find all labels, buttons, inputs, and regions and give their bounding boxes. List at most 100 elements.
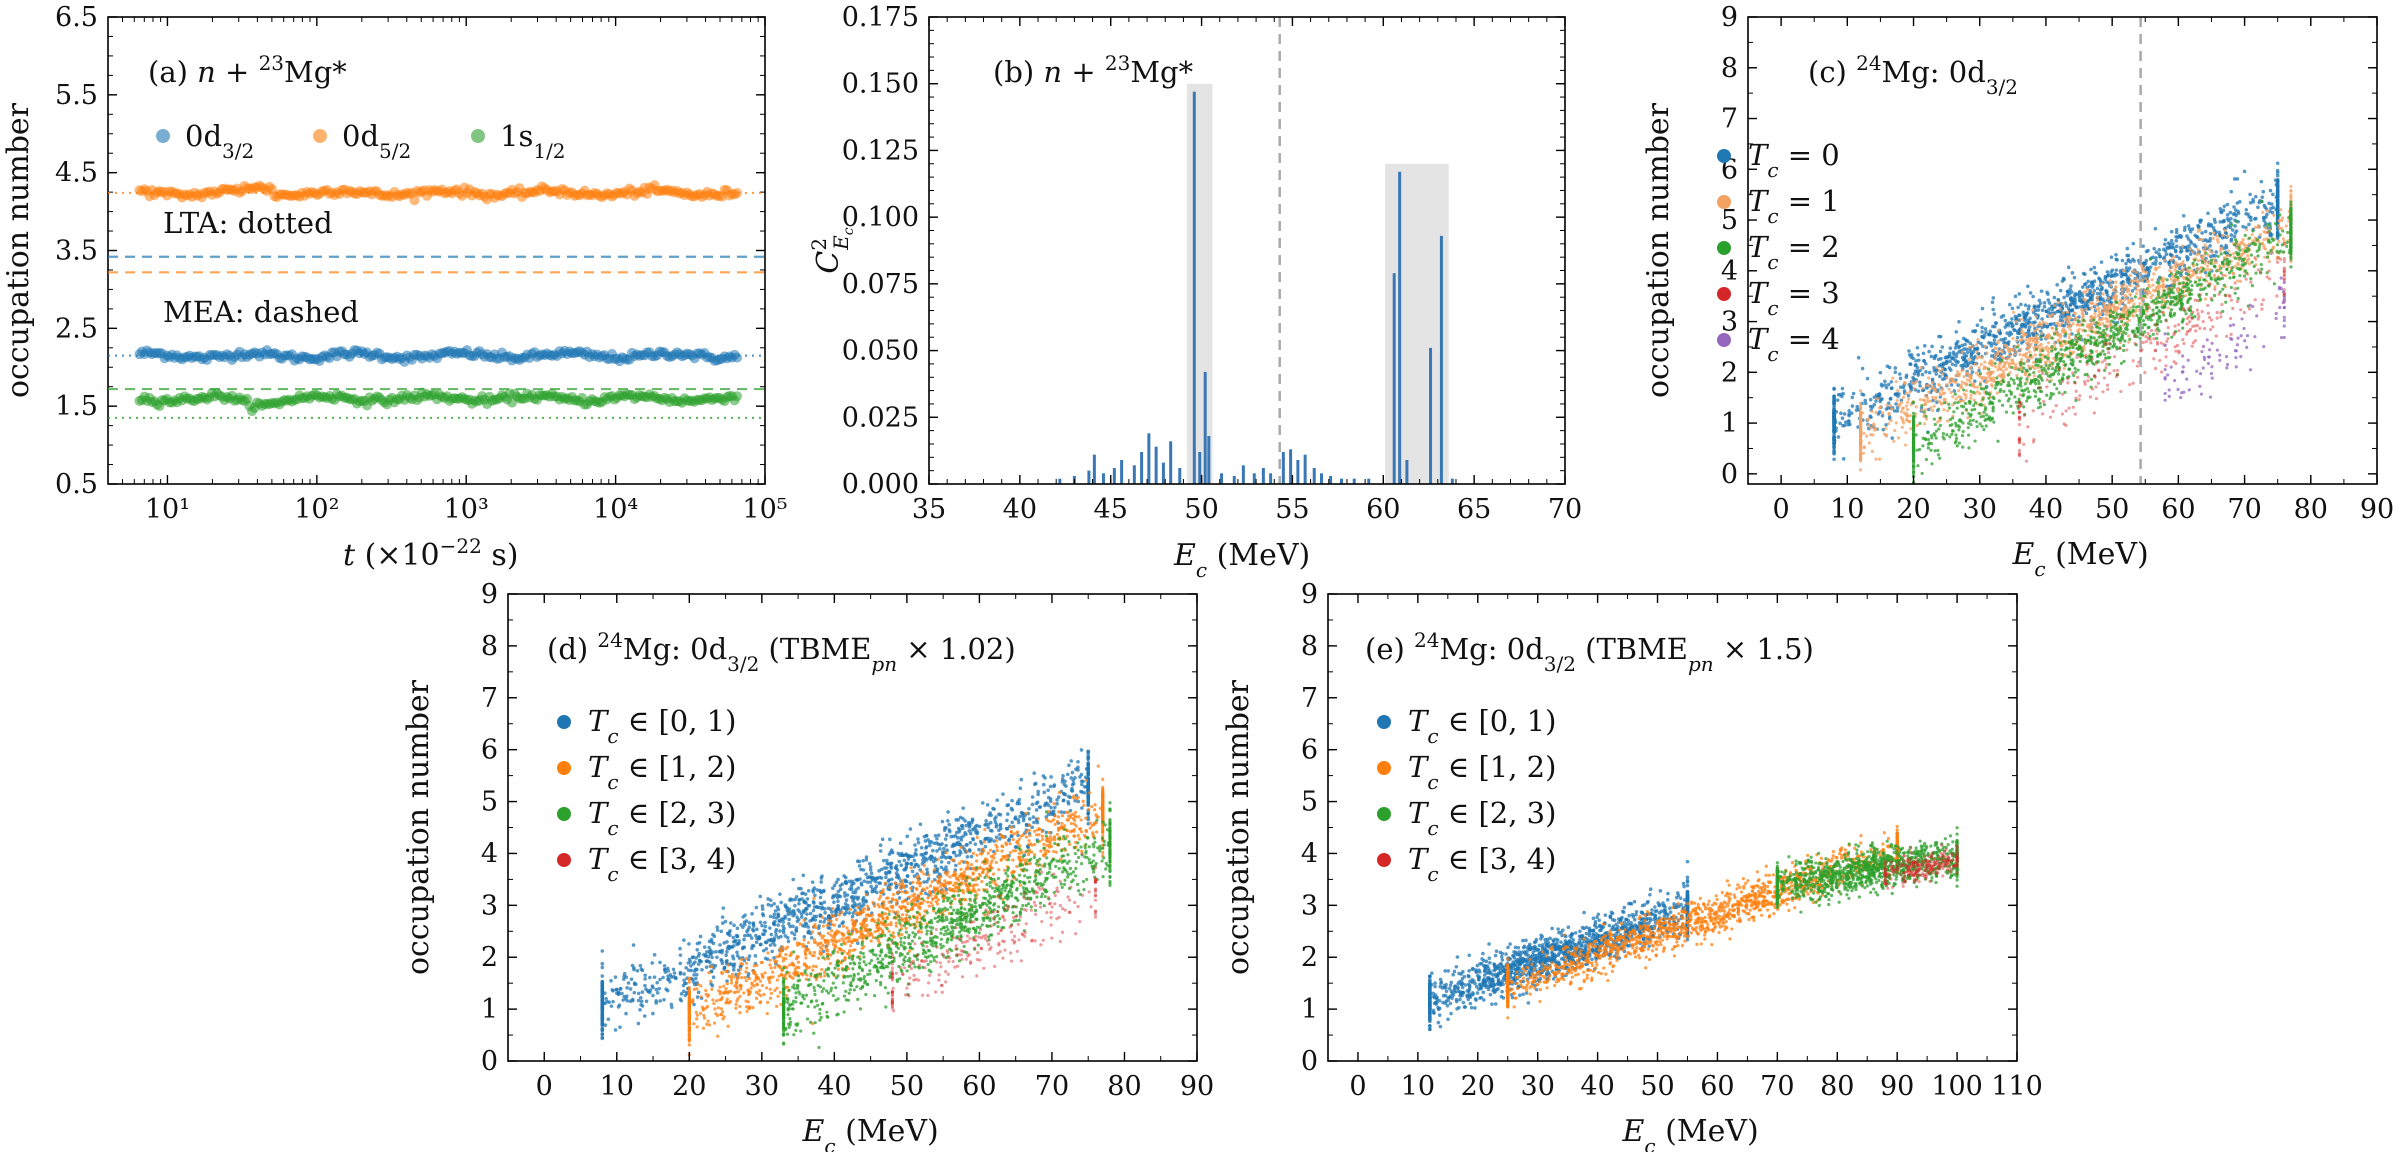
data-point [2167, 260, 2171, 265]
data-point [2229, 189, 2234, 194]
strength-bar [1281, 451, 1285, 484]
data-point [2052, 295, 2057, 300]
data-point [2207, 222, 2211, 226]
data-point [732, 391, 743, 402]
data-point [2070, 271, 2075, 275]
data-point [1905, 400, 1910, 405]
data-point [2074, 316, 2078, 320]
data-point [1895, 391, 1899, 396]
data-point [2011, 348, 2015, 353]
data-point [2209, 261, 2213, 266]
data-point [2035, 327, 2039, 332]
data-point [1832, 418, 1836, 423]
data-point [2210, 250, 2214, 255]
data-point [2173, 295, 2177, 299]
data-point [1975, 385, 1980, 389]
data-point [1854, 408, 1859, 412]
y-tick-label: 0.000 [842, 469, 919, 500]
panel-b-strength-distribution: 35 40 45 50 55 60 65 700.0000.0250.0500.0750.10… [807, 2, 1582, 582]
data-point [2222, 283, 2226, 287]
data-point [2236, 279, 2240, 283]
data-point [2131, 308, 2135, 312]
data-point [1922, 410, 1926, 414]
data-point [2069, 284, 2073, 288]
data-point [1954, 374, 1958, 378]
text-part: 0d [342, 119, 379, 153]
data-point [1924, 457, 1929, 462]
data-point [1924, 417, 1929, 421]
data-point [2261, 210, 2265, 215]
data-point [2205, 264, 2210, 268]
data-point [2275, 210, 2280, 215]
data-point [1951, 429, 1955, 433]
data-point [2218, 277, 2222, 281]
data-point [1881, 411, 1885, 415]
data-point [2122, 309, 2126, 313]
data-point [1930, 344, 1934, 349]
data-point [1991, 296, 1996, 300]
data-point [2010, 365, 2014, 370]
data-point [1980, 306, 1985, 311]
data-point [1995, 376, 1999, 380]
data-point [2109, 334, 2113, 338]
data-point [2110, 273, 2115, 278]
data-point [2204, 259, 2208, 263]
data-point [2149, 295, 2153, 300]
data-point [1838, 421, 1842, 426]
data-point [2277, 219, 2282, 223]
data-point [2001, 372, 2006, 376]
data-point [1899, 410, 1903, 414]
data-point [1933, 397, 1937, 401]
text-part: 23 [259, 51, 284, 75]
data-point [2029, 338, 2033, 342]
data-point [1965, 363, 1970, 368]
y-tick-label: 2.5 [55, 313, 98, 344]
data-point [1870, 409, 1874, 414]
data-point [2256, 225, 2260, 229]
data-point [2275, 180, 2280, 184]
data-point [1968, 341, 1973, 346]
data-point [1930, 377, 1935, 382]
data-point [1969, 376, 1973, 380]
text-part: (a) [148, 55, 197, 89]
data-point [1975, 425, 1979, 429]
data-point [2012, 381, 2016, 385]
data-point [1884, 433, 1888, 437]
data-point [2082, 297, 2086, 301]
data-point [1907, 349, 1911, 353]
data-point [2002, 380, 2006, 384]
data-point [2266, 240, 2271, 244]
data-point [2048, 363, 2052, 367]
data-point [2266, 251, 2270, 255]
data-point [2073, 292, 2078, 296]
data-point [1851, 391, 1856, 396]
data-point [1865, 434, 1869, 438]
data-point [1843, 420, 1848, 425]
data-point [2052, 303, 2056, 308]
data-point [1972, 390, 1976, 395]
strength-bar [1220, 473, 1224, 484]
strength-bar [1429, 347, 1433, 484]
data-point [2025, 369, 2029, 373]
data-point [1967, 446, 1971, 450]
data-point [2200, 269, 2204, 273]
data-point [1911, 455, 1916, 460]
data-point [2084, 311, 2089, 316]
data-point [2217, 230, 2222, 235]
data-point [2078, 337, 2082, 341]
data-point [1915, 365, 1920, 370]
data-point [1927, 383, 1931, 387]
data-point [2122, 344, 2126, 348]
y-tick-label: 0.5 [55, 469, 98, 500]
data-point [2166, 291, 2170, 295]
data-point [1981, 397, 1985, 401]
data-point [2237, 245, 2241, 249]
data-point [1964, 408, 1968, 412]
strength-bar [1392, 273, 1396, 484]
data-point [1954, 330, 1959, 334]
data-point [2199, 288, 2203, 292]
data-point [2238, 248, 2242, 252]
data-point [2087, 324, 2092, 328]
data-point [2131, 279, 2136, 283]
data-point [2238, 199, 2242, 204]
